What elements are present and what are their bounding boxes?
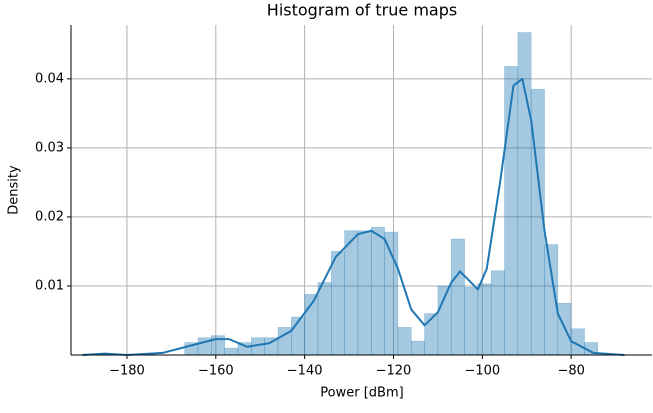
- bar: [504, 66, 519, 356]
- y-tick-label: 0.01: [35, 278, 64, 293]
- x-tick-label: −180: [109, 364, 145, 379]
- y-axis-label: Density: [7, 165, 22, 215]
- x-tick-label: −120: [376, 364, 412, 379]
- bar: [477, 283, 492, 356]
- bar: [384, 231, 399, 356]
- bar: [464, 287, 479, 356]
- x-tick-label: −160: [198, 364, 234, 379]
- bar: [490, 270, 505, 356]
- bar: [224, 347, 239, 356]
- bar: [344, 230, 359, 356]
- bar: [330, 251, 345, 356]
- bar: [450, 238, 465, 356]
- x-tick-label: −140: [287, 364, 323, 379]
- y-tick-label: 0.02: [35, 209, 64, 224]
- bar: [370, 226, 385, 356]
- x-axis-label: Power [dBm]: [320, 386, 403, 401]
- bar: [357, 230, 372, 356]
- x-tick-label: −80: [557, 364, 584, 379]
- x-tick-label: −100: [464, 364, 500, 379]
- y-tick-label: 0.04: [35, 71, 64, 86]
- bar: [410, 340, 425, 356]
- chart-title: Histogram of true maps: [267, 1, 457, 20]
- kde-line: [82, 77, 625, 356]
- y-tick-label: 0.03: [35, 140, 64, 155]
- bar: [397, 327, 412, 356]
- bar: [317, 282, 332, 356]
